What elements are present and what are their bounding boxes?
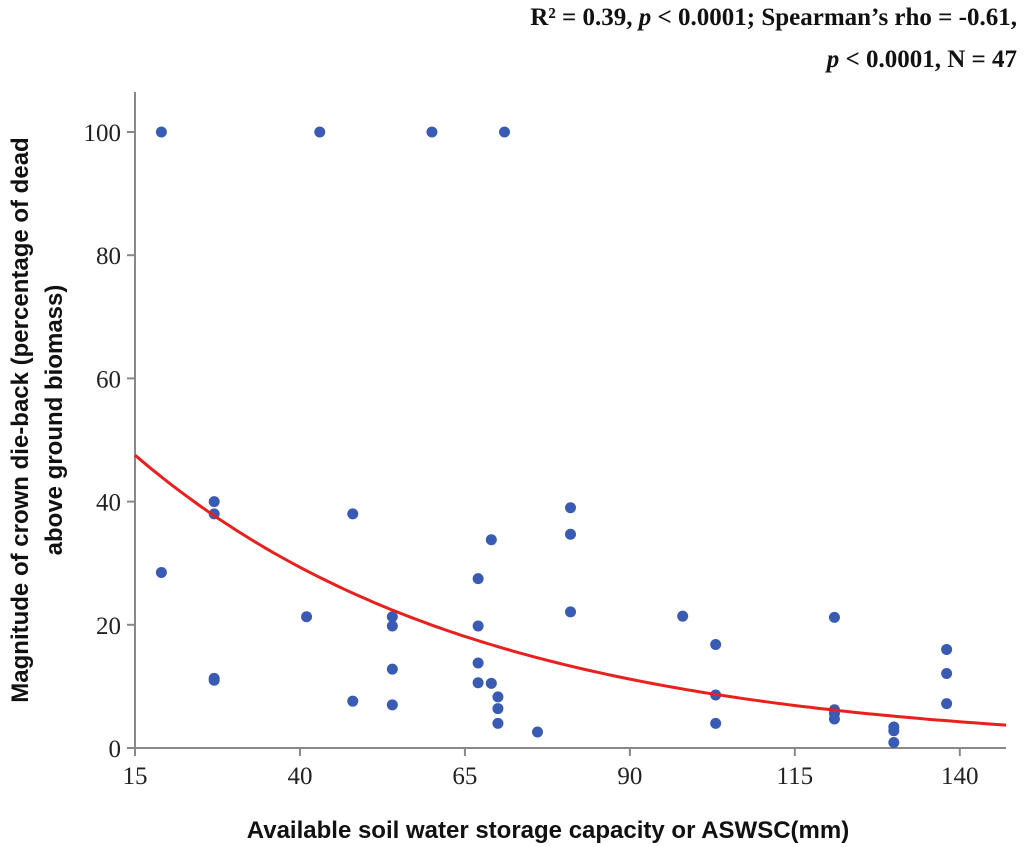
data-point <box>485 534 497 546</box>
data-point <box>426 126 438 138</box>
data-point <box>472 573 484 585</box>
y-tick-label: 60 <box>96 366 121 393</box>
y-axis-label: Magnitude of crown die-back (percentage … <box>7 137 68 702</box>
data-point <box>888 736 900 748</box>
data-point <box>155 566 167 578</box>
data-point <box>492 703 504 715</box>
data-point <box>472 657 484 669</box>
data-point <box>301 611 313 623</box>
data-point <box>565 502 576 514</box>
data-point <box>492 691 504 703</box>
y-axis-label-line-1: Magnitude of crown die-back (percentage … <box>7 137 34 702</box>
data-point <box>208 496 220 508</box>
data-point <box>941 698 953 710</box>
data-point <box>941 643 953 655</box>
data-point <box>386 620 398 632</box>
x-axis-label: Available soil water storage capacity or… <box>247 817 849 844</box>
y-tick-label: 40 <box>96 490 121 517</box>
stats-line-1-b: < 0.0001; Spearman’s rho = -0.61, <box>651 4 1017 31</box>
data-point <box>565 606 576 618</box>
data-point <box>710 717 722 729</box>
data-point <box>941 667 953 679</box>
x-tick-label: 65 <box>452 763 477 790</box>
x-tick-label: 90 <box>617 763 642 790</box>
data-point <box>828 713 840 725</box>
stats-line-1-a: R² = 0.39, <box>530 4 639 31</box>
data-point <box>347 508 359 520</box>
data-point <box>565 528 576 540</box>
y-tick-label: 20 <box>96 613 121 640</box>
data-point <box>386 663 398 675</box>
data-point <box>710 639 722 651</box>
axes <box>134 92 1006 749</box>
exponential-fit-line <box>134 454 1007 727</box>
data-point <box>485 677 497 689</box>
data-point <box>677 610 689 622</box>
x-tick-label: 115 <box>777 763 814 790</box>
y-ticks: 0 20 40 60 80 100 <box>84 120 135 763</box>
data-point <box>828 611 840 623</box>
stats-line-2-p: p <box>825 46 840 73</box>
stats-annotation: R² = 0.39, p < 0.0001; Spearman’s rho = … <box>530 4 1017 73</box>
x-ticks: 15 40 65 90 115 140 <box>123 748 979 790</box>
data-point <box>347 695 359 707</box>
data-point <box>472 677 484 689</box>
data-points <box>155 126 953 748</box>
data-point <box>208 674 220 686</box>
y-axis-label-line-2: above ground biomass) <box>41 285 68 556</box>
stats-line-1: R² = 0.39, p < 0.0001; Spearman’s rho = … <box>530 4 1017 31</box>
y-tick-label: 100 <box>84 120 122 147</box>
x-tick-label: 40 <box>287 763 312 790</box>
data-point <box>888 725 900 737</box>
y-tick-label: 0 <box>109 736 122 763</box>
data-point <box>386 611 398 623</box>
data-point <box>492 717 504 729</box>
data-point <box>499 126 511 138</box>
x-tick-label: 15 <box>123 763 148 790</box>
data-point <box>386 699 398 711</box>
data-point <box>472 620 484 632</box>
x-tick-label: 140 <box>941 763 979 790</box>
data-point <box>532 726 544 738</box>
y-tick-label: 80 <box>96 243 121 270</box>
stats-line-2: p < 0.0001, N = 47 <box>825 46 1017 73</box>
data-point <box>155 126 167 138</box>
data-point <box>314 126 326 138</box>
stats-line-1-p: p <box>637 4 652 31</box>
stats-line-2-b: < 0.0001, N = 47 <box>839 46 1017 73</box>
